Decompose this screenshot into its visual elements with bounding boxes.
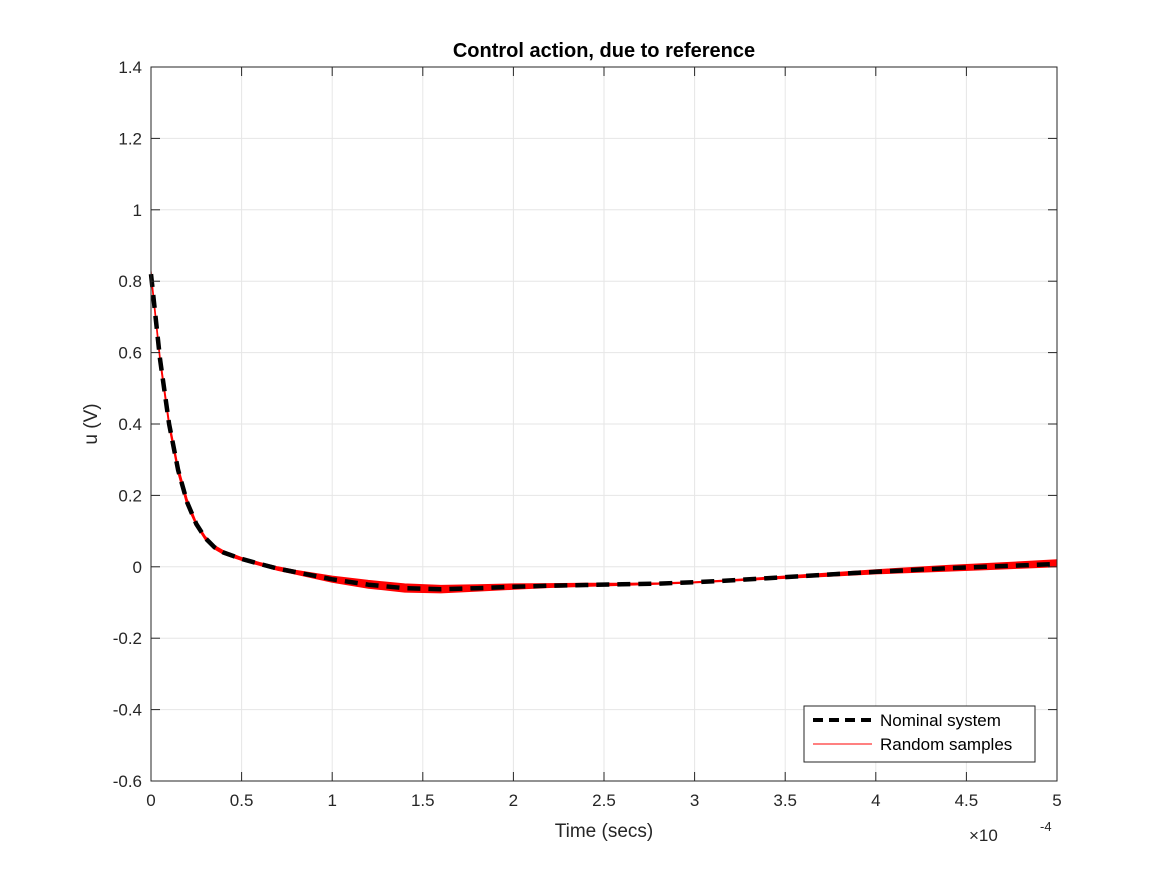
y-tick-label: 0.8 [118,272,142,291]
ticks-layer: 0 0.5 1 1.5 2 2.5 3 3.5 4 4.5 5 -0.6 -0.4 -0.2 0 0.2 0.4… [113,58,1062,810]
y-tick-label: 0.4 [118,415,142,434]
x-tick-label: 2 [509,791,518,810]
legend-box [803,705,1036,763]
y-tick-label: 0.6 [118,344,142,363]
y-tick-label: 1.4 [118,58,142,77]
x-axis-exponent: ×10 -4 [969,819,1052,845]
legend-label-nominal-system: Nominal system [880,711,1001,730]
y-tick-label: 1 [133,201,142,220]
y-tick-label: 0.2 [118,486,142,505]
x-exponent-base: ×10 [969,826,998,845]
legend: Nominal system Random samples [803,705,1036,763]
y-tick-label: -0.2 [113,629,142,648]
nominal-system-line [148,273,1058,592]
chart-title: Control action, due to reference [453,40,755,62]
x-tick-label: 1 [327,791,336,810]
x-exponent-power: -4 [1040,819,1052,834]
legend-label-random-samples: Random samples [880,735,1012,754]
x-tick-label: 3.5 [773,791,797,810]
nominal-system-layer [148,273,1058,592]
x-tick-label: 2.5 [592,791,616,810]
x-tick-label: 1.5 [411,791,435,810]
grid-layer [150,66,1058,782]
x-tick-label: 4 [871,791,880,810]
y-tick-label: -0.4 [113,701,142,720]
y-axis-label: u (V) [81,403,102,444]
y-tick-label: 0 [133,558,142,577]
x-tick-label: 0.5 [230,791,254,810]
x-axis-label: Time (secs) [555,821,654,842]
x-tick-label: 3 [690,791,699,810]
y-tick-label: -0.6 [113,772,142,791]
x-tick-label: 5 [1052,791,1061,810]
x-tick-label: 4.5 [955,791,979,810]
x-tick-label: 0 [146,791,155,810]
y-tick-label: 1.2 [118,129,142,148]
